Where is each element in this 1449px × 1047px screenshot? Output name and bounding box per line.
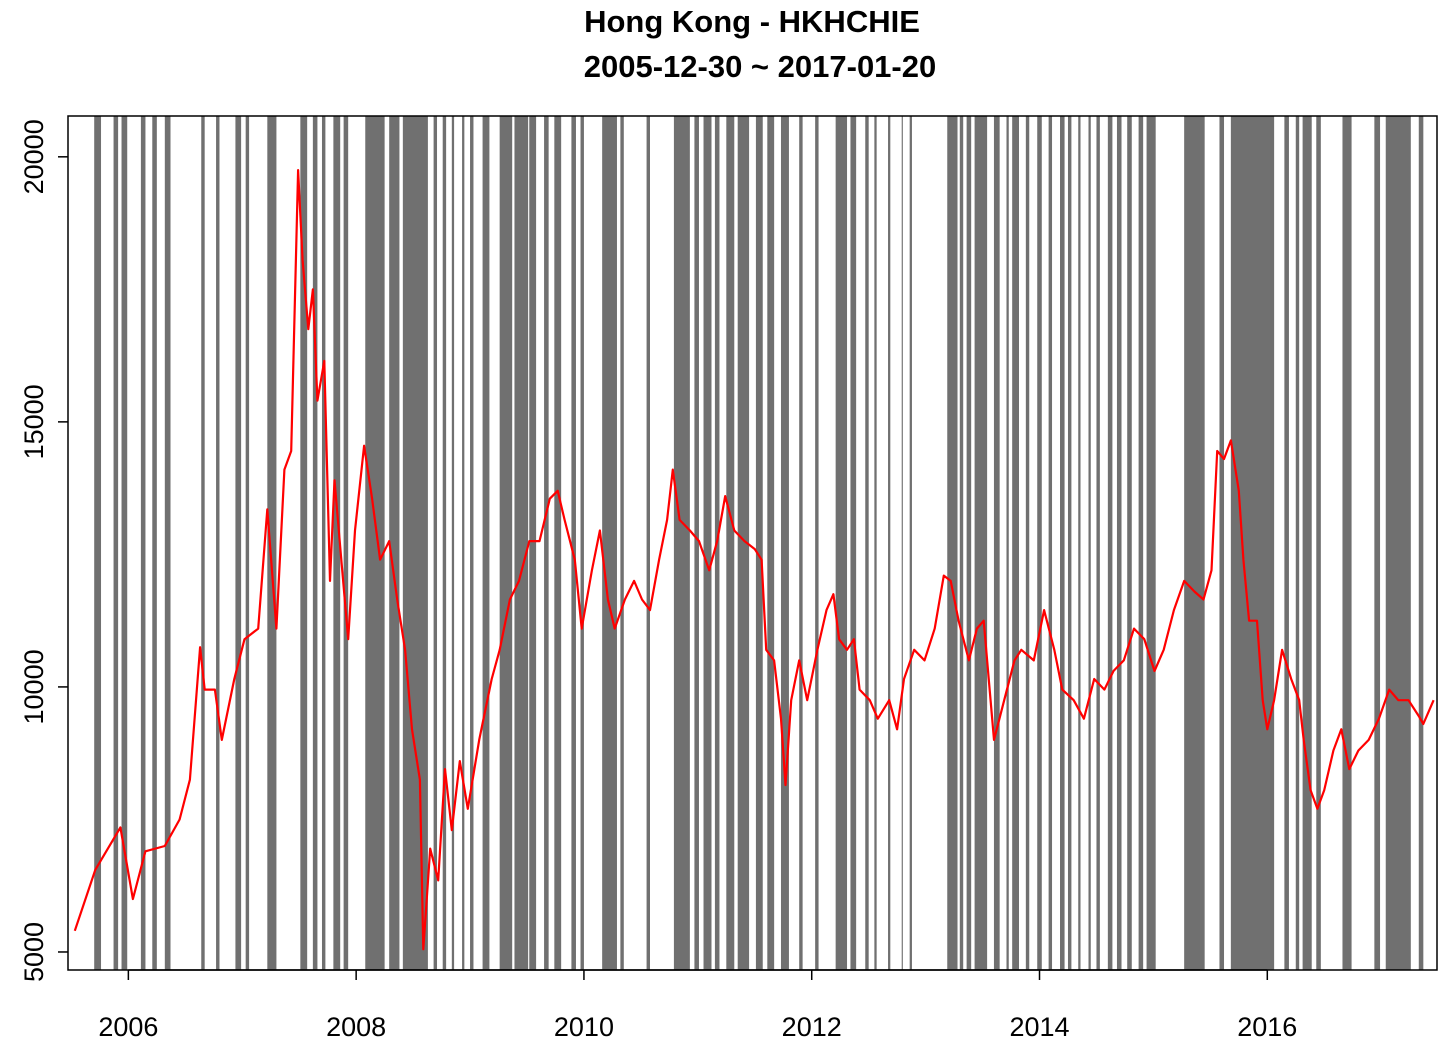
shaded-band	[1012, 116, 1020, 970]
shaded-band	[529, 116, 537, 970]
chart-title: Hong Kong - HKHCHIE	[584, 4, 920, 39]
shaded-band	[888, 116, 891, 970]
data-line	[73, 169, 1435, 951]
shaded-band	[343, 116, 349, 970]
shaded-band	[201, 116, 205, 970]
shaded-band	[321, 116, 326, 970]
shaded-band	[267, 116, 277, 970]
shaded-band	[909, 116, 912, 970]
shaded-band	[1037, 116, 1042, 970]
shaded-band	[1230, 116, 1275, 970]
shaded-band	[1385, 116, 1411, 970]
y-tick-label: 15000	[19, 384, 49, 459]
shaded-band	[1219, 116, 1225, 970]
shaded-band	[737, 116, 750, 970]
shaded-band	[402, 116, 428, 970]
shaded-band	[1295, 116, 1300, 970]
shaded-band	[470, 116, 474, 970]
shaded-band	[1116, 116, 1122, 970]
shaded-band	[1146, 116, 1156, 970]
chart-subtitle: 2005-12-30 ~ 2017-01-20	[584, 49, 936, 84]
shaded-band	[874, 116, 877, 970]
shaded-band	[1107, 116, 1113, 970]
shaded-band	[1316, 116, 1321, 970]
shaded-band	[755, 116, 763, 970]
shaded-band	[121, 116, 128, 970]
shaded-band	[947, 116, 958, 970]
shaded-band	[767, 116, 775, 970]
shaded-band	[1184, 116, 1205, 970]
shaded-band	[646, 116, 650, 970]
shaded-band	[815, 116, 819, 970]
shaded-band	[1138, 116, 1144, 970]
shaded-band	[1088, 116, 1091, 970]
x-tick-label: 2012	[782, 1012, 842, 1042]
x-tick-label: 2006	[98, 1012, 158, 1042]
shaded-band	[442, 116, 447, 970]
shaded-band	[499, 116, 513, 970]
y-tick-label: 10000	[19, 649, 49, 724]
shaded-band	[451, 116, 455, 970]
shaded-band	[726, 116, 735, 970]
shaded-band	[312, 116, 318, 970]
shaded-band	[974, 116, 988, 970]
shaded-band	[1048, 116, 1053, 970]
shaded-band	[300, 116, 308, 970]
x-tick-label: 2016	[1237, 1012, 1297, 1042]
shaded-band	[602, 116, 617, 970]
shaded-band	[850, 116, 857, 970]
shaded-band	[94, 116, 102, 970]
shaded-band	[1096, 116, 1100, 970]
shaded-band	[901, 116, 903, 970]
shaded-band	[1302, 116, 1312, 970]
shaded-band	[580, 116, 584, 970]
shaded-band	[333, 116, 341, 970]
shaded-band	[1025, 116, 1030, 970]
shaded-band	[514, 116, 529, 970]
shaded-band	[1127, 116, 1132, 970]
shaded-band	[365, 116, 385, 970]
x-tick-label: 2010	[554, 1012, 614, 1042]
shaded-band	[462, 116, 465, 970]
y-tick-label: 5000	[19, 922, 49, 982]
shaded-band	[966, 116, 972, 970]
y-tick-label: 20000	[19, 119, 49, 194]
shaded-band	[1067, 116, 1072, 970]
shaded-band	[164, 116, 171, 970]
shaded-band	[694, 116, 699, 970]
shaded-band	[571, 116, 576, 970]
x-tick-label: 2014	[1009, 1012, 1069, 1042]
shaded-band	[620, 116, 624, 970]
shaded-band	[216, 116, 220, 970]
shaded-band	[1418, 116, 1424, 970]
shaded-band	[235, 116, 242, 970]
shaded-band	[482, 116, 490, 970]
shaded-band	[1342, 116, 1352, 970]
shaded-band	[152, 116, 157, 970]
shaded-band	[835, 116, 848, 970]
shaded-band	[113, 116, 119, 970]
shaded-band	[865, 116, 869, 970]
shaded-band	[140, 116, 146, 970]
shaded-band	[1284, 116, 1289, 970]
shaded-band	[554, 116, 562, 970]
shaded-band	[544, 116, 549, 970]
shaded-band	[433, 116, 438, 970]
shaded-band	[780, 116, 789, 970]
shaded-band	[959, 116, 964, 970]
shaded-band	[993, 116, 1000, 970]
shaded-band	[799, 116, 803, 970]
shaded-band	[1078, 116, 1081, 970]
x-tick-label: 2008	[326, 1012, 386, 1042]
shaded-band	[703, 116, 712, 970]
shaded-band	[389, 116, 400, 970]
shaded-band	[1060, 116, 1065, 970]
shaded-band	[673, 116, 690, 970]
shaded-band	[1006, 116, 1009, 970]
shaded-band	[1374, 116, 1381, 970]
shaded-band	[245, 116, 250, 970]
